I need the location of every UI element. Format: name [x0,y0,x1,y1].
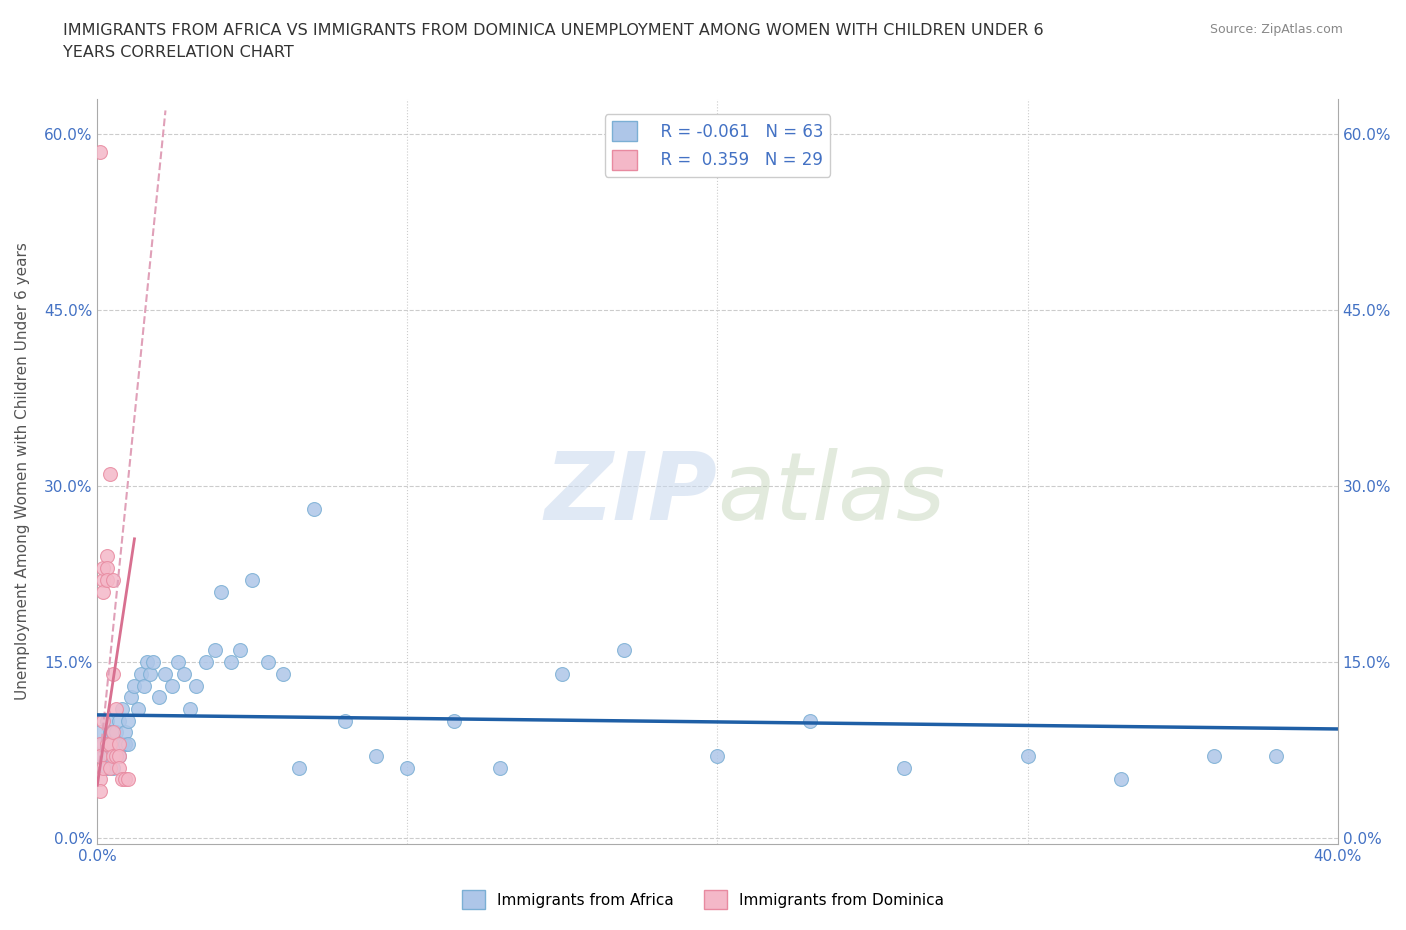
Point [98,760,121,775]
Point [167,655,190,670]
Point [799,713,821,728]
Text: atlas: atlas [717,448,946,539]
Point [98,467,121,482]
Point [1109,772,1132,787]
Point [155,667,177,682]
Point [93,561,115,576]
Point [89,749,111,764]
Point [111,701,134,716]
Point [89,772,111,787]
Point [93,737,115,751]
Point [706,749,728,764]
Point [240,573,263,588]
Point [89,144,111,159]
Point [89,737,111,751]
Point [98,737,121,751]
Point [104,701,127,716]
Point [101,667,124,682]
Point [132,678,155,693]
Point [101,749,124,764]
Point [194,655,217,670]
Point [117,713,139,728]
Point [129,667,152,682]
Point [142,655,165,670]
Point [96,573,118,588]
Point [101,725,124,740]
Point [551,667,574,682]
Point [120,690,142,705]
Point [93,584,115,599]
Point [117,772,139,787]
Point [256,655,278,670]
Point [93,713,115,728]
Point [111,772,134,787]
Point [288,760,311,775]
Point [219,655,242,670]
Point [89,784,111,799]
Point [271,667,294,682]
Point [104,725,127,740]
Point [114,772,136,787]
Point [96,549,118,564]
Point [114,737,136,751]
Point [1264,749,1286,764]
Point [173,667,195,682]
Point [443,713,465,728]
Point [186,678,208,693]
Point [613,643,636,658]
Point [108,713,131,728]
Point [304,502,326,517]
Point [98,749,121,764]
Point [160,678,183,693]
Point [117,737,139,751]
Point [108,737,131,751]
Text: ZIP: ZIP [544,447,717,539]
Text: Source: ZipAtlas.com: Source: ZipAtlas.com [1209,23,1343,36]
Point [96,561,118,576]
Point [98,737,121,751]
Point [127,701,149,716]
Point [335,713,357,728]
Point [101,725,124,740]
Point [101,760,124,775]
Point [229,643,252,658]
Point [96,737,118,751]
Point [104,749,127,764]
Y-axis label: Unemployment Among Women with Children Under 6 years: Unemployment Among Women with Children U… [15,243,30,700]
Point [108,760,131,775]
Point [111,737,134,751]
Point [1202,749,1225,764]
Point [101,573,124,588]
Point [104,749,127,764]
Point [209,584,232,599]
Point [108,737,131,751]
Point [93,749,115,764]
Point [114,725,136,740]
Point [135,655,157,670]
Point [396,760,419,775]
Point [179,701,201,716]
Point [108,749,131,764]
Point [96,760,118,775]
Point [101,737,124,751]
Point [124,678,146,693]
Legend:   R = -0.061   N = 63,   R =  0.359   N = 29: R = -0.061 N = 63, R = 0.359 N = 29 [605,114,830,177]
Point [89,749,111,764]
Point [148,690,170,705]
Point [1017,749,1039,764]
Point [204,643,226,658]
Point [893,760,915,775]
Point [139,667,162,682]
Point [89,725,111,740]
Point [96,713,118,728]
Text: IMMIGRANTS FROM AFRICA VS IMMIGRANTS FROM DOMINICA UNEMPLOYMENT AMONG WOMEN WITH: IMMIGRANTS FROM AFRICA VS IMMIGRANTS FRO… [63,23,1043,60]
Point [98,725,121,740]
Point [93,573,115,588]
Point [96,737,118,751]
Legend: Immigrants from Africa, Immigrants from Dominica: Immigrants from Africa, Immigrants from … [456,884,950,915]
Point [489,760,512,775]
Point [108,749,131,764]
Point [93,760,115,775]
Point [366,749,388,764]
